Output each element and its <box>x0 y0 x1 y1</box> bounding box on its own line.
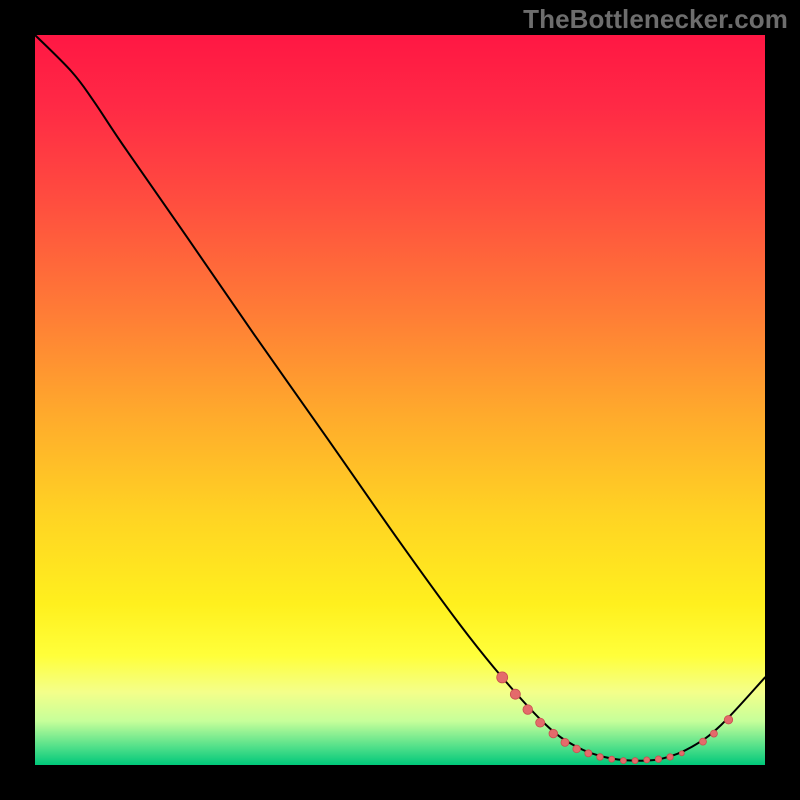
data-marker <box>573 745 581 753</box>
data-marker <box>523 705 533 715</box>
plot-background <box>35 35 765 765</box>
data-marker <box>655 756 661 762</box>
data-marker <box>724 716 732 724</box>
data-marker <box>510 689 520 699</box>
data-marker <box>597 754 604 761</box>
data-marker <box>699 738 706 745</box>
data-marker <box>609 756 615 762</box>
data-marker <box>549 729 558 738</box>
data-marker <box>710 730 717 737</box>
data-marker <box>497 672 508 683</box>
data-marker <box>644 757 650 763</box>
data-marker <box>585 750 592 757</box>
chart-container: TheBottlenecker.com <box>0 0 800 800</box>
data-marker <box>679 751 684 756</box>
data-marker <box>536 718 545 727</box>
watermark-text: TheBottlenecker.com <box>523 4 788 35</box>
data-marker <box>561 738 569 746</box>
data-marker <box>632 758 638 764</box>
data-marker <box>667 754 673 760</box>
data-marker <box>620 758 626 764</box>
bottleneck-chart <box>0 0 800 800</box>
